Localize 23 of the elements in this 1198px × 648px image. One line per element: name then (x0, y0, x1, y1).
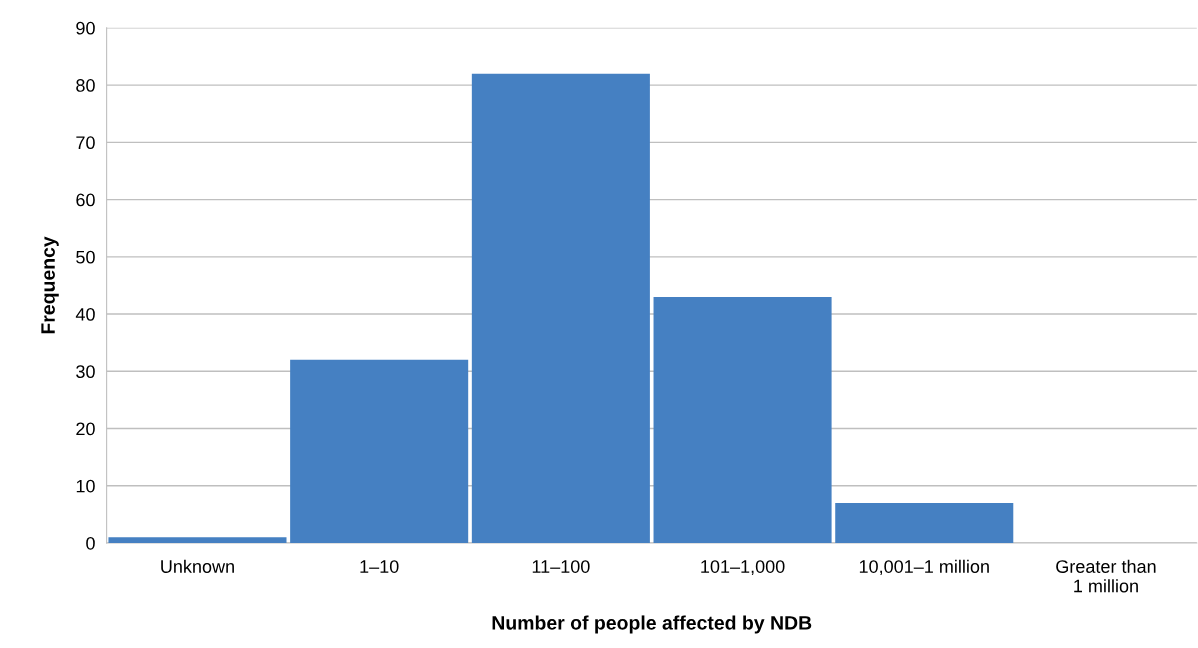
bar (290, 359, 469, 544)
bar (835, 502, 1014, 544)
x-axis-title: Number of people affected by NDB (492, 615, 812, 634)
x-tick-label: 10,001–1 million (859, 559, 989, 576)
x-tick-label: Greater than 1 million (1056, 559, 1156, 593)
y-tick-label: 90 (76, 21, 95, 35)
y-tick-label: 80 (76, 79, 95, 92)
x-tick-label: 11–100 (532, 560, 590, 573)
y-tick-label: 60 (76, 193, 95, 207)
y-tick-label: 20 (76, 422, 95, 436)
y-tick-label: 10 (76, 479, 95, 493)
y-tick-label: 70 (76, 136, 95, 150)
bar (653, 296, 832, 544)
y-tick-label: 50 (76, 250, 95, 264)
y-tick-label: 40 (75, 308, 95, 321)
x-tick-label: Unknown (161, 559, 234, 573)
bar (471, 73, 650, 544)
y-tick-label: 30 (76, 365, 95, 379)
y-axis-title: Frequency (41, 236, 59, 334)
x-tick-label: 1–10 (360, 560, 399, 573)
bar (108, 537, 287, 544)
y-tick-label: 0 (86, 536, 95, 550)
x-tick-label: 101–1,000 (701, 560, 785, 576)
